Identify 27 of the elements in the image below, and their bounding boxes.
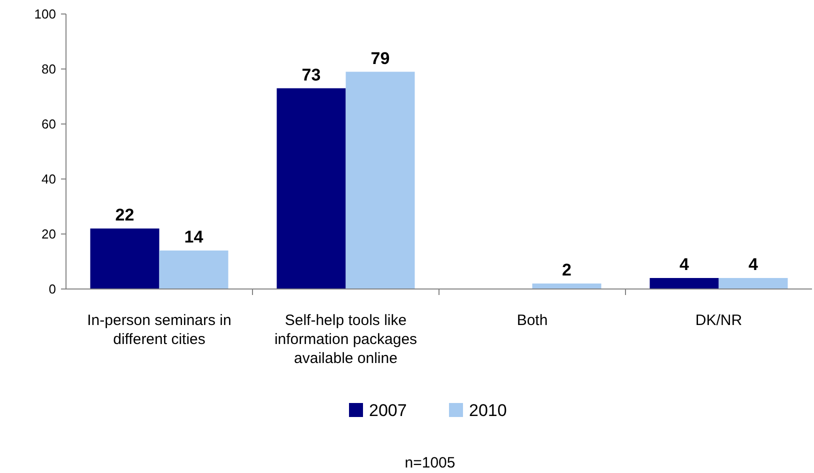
x-tick-label: DK/NR	[695, 312, 742, 329]
data-label: 73	[302, 65, 321, 84]
y-tick-label: 0	[48, 282, 56, 297]
legend-label: 2010	[469, 400, 507, 420]
bar	[718, 278, 788, 289]
y-tick-label: 100	[34, 6, 56, 22]
data-label: 2	[562, 260, 572, 280]
x-tick-label: Both	[516, 312, 548, 329]
x-tick-label: Self-help tools like information packages available online	[274, 312, 418, 367]
bar	[276, 88, 346, 289]
y-tick-label: 80	[42, 62, 56, 77]
text: n=1005	[404, 454, 456, 472]
y-tick-label: 40	[42, 172, 56, 187]
bar	[346, 72, 415, 289]
data-label: 14	[184, 228, 204, 246]
bar	[650, 278, 719, 289]
data-label: 79	[370, 48, 390, 68]
bar	[90, 228, 160, 289]
data-label: 4	[748, 255, 759, 274]
x-tick-label: In-person seminars in different cities	[87, 312, 232, 348]
y-tick-label: 20	[42, 226, 56, 242]
legend-label: 2007	[369, 400, 407, 420]
data-label: 22	[115, 206, 134, 224]
y-tick-label: 60	[42, 116, 56, 132]
bar	[532, 284, 602, 289]
data-label: 4	[680, 255, 690, 274]
bar	[159, 250, 228, 289]
